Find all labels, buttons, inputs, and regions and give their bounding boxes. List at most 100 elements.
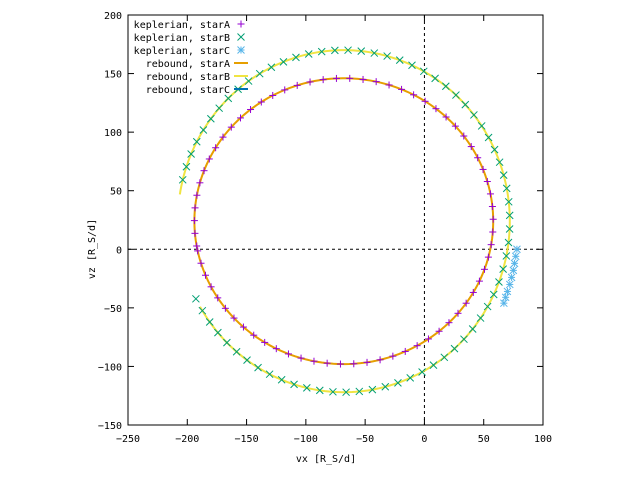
- x-tick-label: −50: [356, 434, 374, 445]
- data-point: [272, 345, 280, 353]
- data-point: [504, 197, 513, 206]
- data-point: [363, 358, 371, 366]
- data-point: [230, 314, 238, 322]
- data-point: [207, 114, 215, 123]
- y-tick-label: 50: [110, 187, 122, 198]
- data-point: [344, 46, 352, 55]
- data-point: [484, 253, 492, 261]
- data-point: [477, 122, 486, 130]
- data-point: [193, 242, 201, 250]
- data-point: [500, 299, 508, 308]
- legend-entry: keplerian, starA: [134, 20, 245, 31]
- data-point: [408, 61, 416, 70]
- data-point: [191, 229, 199, 237]
- data-point: [223, 338, 231, 347]
- data-point: [486, 190, 494, 198]
- data-point: [261, 338, 269, 346]
- data-point: [192, 137, 201, 146]
- data-point: [442, 113, 450, 121]
- data-point: [501, 293, 510, 302]
- data-point: [187, 150, 195, 158]
- data-point: [284, 350, 292, 358]
- y-tick-label: 0: [116, 245, 122, 256]
- data-point: [424, 335, 432, 343]
- data-point: [476, 314, 485, 322]
- data-point: [237, 114, 245, 122]
- legend-label: rebound, starA: [146, 59, 230, 70]
- data-point: [212, 144, 220, 152]
- data-point: [342, 388, 350, 397]
- data-point: [432, 105, 440, 113]
- data-point: [431, 74, 439, 83]
- data-point: [385, 81, 393, 89]
- series-layer: [178, 46, 521, 397]
- data-point: [489, 228, 497, 236]
- data-point: [495, 158, 504, 167]
- data-point: [178, 175, 187, 184]
- data-point: [513, 245, 521, 254]
- data-point: [451, 122, 459, 130]
- y-tick-label: 150: [104, 70, 122, 81]
- data-point: [290, 380, 298, 389]
- data-point: [460, 132, 468, 140]
- data-point: [293, 81, 301, 89]
- series-keplerian-starb: [178, 46, 514, 397]
- data-point: [445, 319, 453, 327]
- data-point: [355, 387, 364, 396]
- legend-label: rebound, starB: [146, 72, 230, 83]
- data-point: [182, 162, 191, 171]
- data-point: [421, 97, 429, 105]
- data-point: [435, 327, 443, 335]
- data-point: [394, 379, 402, 387]
- y-tick-label: −100: [98, 362, 122, 373]
- data-point: [510, 259, 519, 268]
- y-axis-label: vz [R_S/d]: [87, 219, 98, 279]
- data-point: [370, 49, 379, 57]
- legend-label: rebound, starC: [146, 85, 230, 96]
- data-point: [474, 154, 482, 162]
- data-point: [505, 225, 514, 233]
- data-point: [450, 344, 459, 353]
- data-point: [503, 287, 512, 296]
- x-tick-label: −250: [116, 434, 140, 445]
- data-point: [277, 375, 286, 384]
- data-point: [224, 94, 233, 103]
- y-tick-label: −150: [98, 421, 122, 432]
- data-point: [359, 75, 367, 83]
- x-tick-label: −150: [235, 434, 259, 445]
- data-point: [304, 50, 313, 58]
- data-point: [193, 191, 201, 199]
- y-tick-label: 100: [104, 128, 122, 139]
- data-point: [205, 318, 214, 326]
- data-point: [462, 299, 470, 307]
- data-point: [244, 77, 253, 85]
- y-tick-label: −50: [104, 304, 122, 315]
- data-point: [255, 69, 264, 78]
- data-point: [461, 100, 470, 109]
- data-point: [505, 211, 514, 220]
- series-rebound-stara: [193, 77, 495, 366]
- data-point: [509, 266, 518, 275]
- data-point: [395, 56, 404, 65]
- data-point: [257, 98, 265, 106]
- data-point: [190, 217, 198, 225]
- data-point: [406, 374, 415, 382]
- data-point: [488, 203, 496, 211]
- data-point: [419, 67, 428, 76]
- data-point: [502, 184, 511, 193]
- data-point: [480, 265, 488, 273]
- data-point: [502, 252, 511, 260]
- data-point: [267, 63, 276, 72]
- data-point: [281, 86, 289, 94]
- data-point: [429, 361, 438, 369]
- data-point: [202, 271, 210, 279]
- data-point: [401, 347, 409, 355]
- data-point: [484, 133, 493, 142]
- data-point: [227, 123, 235, 131]
- data-point: [221, 304, 229, 312]
- legend: keplerian, starA keplerian, starB kepleria…: [134, 20, 248, 96]
- data-point: [410, 91, 418, 99]
- data-point: [441, 82, 450, 91]
- data-point: [499, 265, 507, 273]
- data-point: [470, 111, 478, 119]
